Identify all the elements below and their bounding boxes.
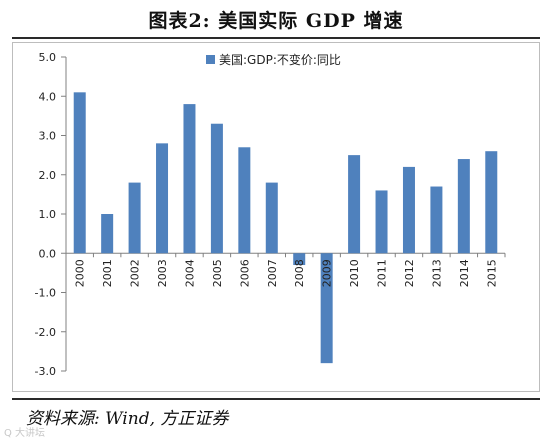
bar-2000 [73,92,86,254]
y-tick-label: 4.0 [39,90,57,103]
x-tick-label: 2004 [183,259,196,287]
x-tick-label: 2011 [376,259,389,287]
x-tick-label: 2007 [266,259,279,287]
bar-2003 [156,143,169,254]
bar-2009 [320,253,333,364]
x-tick-label: 2008 [293,259,306,287]
x-tick-label: 2012 [403,259,416,287]
bar-2014 [457,159,470,254]
legend-swatch [206,55,215,64]
bar-2008 [293,253,306,266]
x-tick-label: 2009 [321,259,334,287]
bar-2011 [375,190,388,254]
x-tick-label: 2000 [74,259,87,287]
x-tick-label: 2013 [430,259,443,287]
bar-2007 [265,182,278,254]
bar-2010 [348,155,361,254]
y-tick-label: 0.0 [39,247,57,260]
bottom-rule [12,398,540,400]
x-tick-label: 2005 [211,259,224,287]
x-tick-label: 2010 [348,259,361,287]
legend-label: 美国:GDP:不变价:同比 [219,52,341,67]
y-tick-label: -2.0 [35,326,56,339]
bar-2006 [238,147,251,254]
bar-2001 [101,214,114,254]
x-tick-label: 2003 [156,259,169,287]
y-tick-label: -3.0 [35,365,56,378]
bar-2013 [430,186,443,254]
bar-2015 [485,151,498,254]
y-tick-label: -1.0 [35,287,56,300]
y-tick-label: 3.0 [39,130,57,143]
y-tick-label: 2.0 [39,169,57,182]
figure-title: 图表2: 美国实际 GDP 增速 [148,10,404,32]
bar-2002 [128,182,141,254]
y-tick-label: 5.0 [39,51,57,64]
x-tick-label: 2014 [458,259,471,287]
source-note: 资料来源: Wind, 方正证券 [26,409,229,429]
bar-2012 [402,166,415,254]
chart-frame [12,42,540,392]
bar-2005 [210,123,223,254]
x-tick-label: 2001 [101,259,114,287]
x-tick-label: 2015 [485,259,498,287]
x-tick-label: 2002 [129,259,142,287]
bar-2004 [183,104,196,254]
x-tick-label: 2006 [238,259,251,287]
y-tick-label: 1.0 [39,208,57,221]
watermark: Q 大讲坛 [4,428,46,439]
top-rule [12,37,540,39]
